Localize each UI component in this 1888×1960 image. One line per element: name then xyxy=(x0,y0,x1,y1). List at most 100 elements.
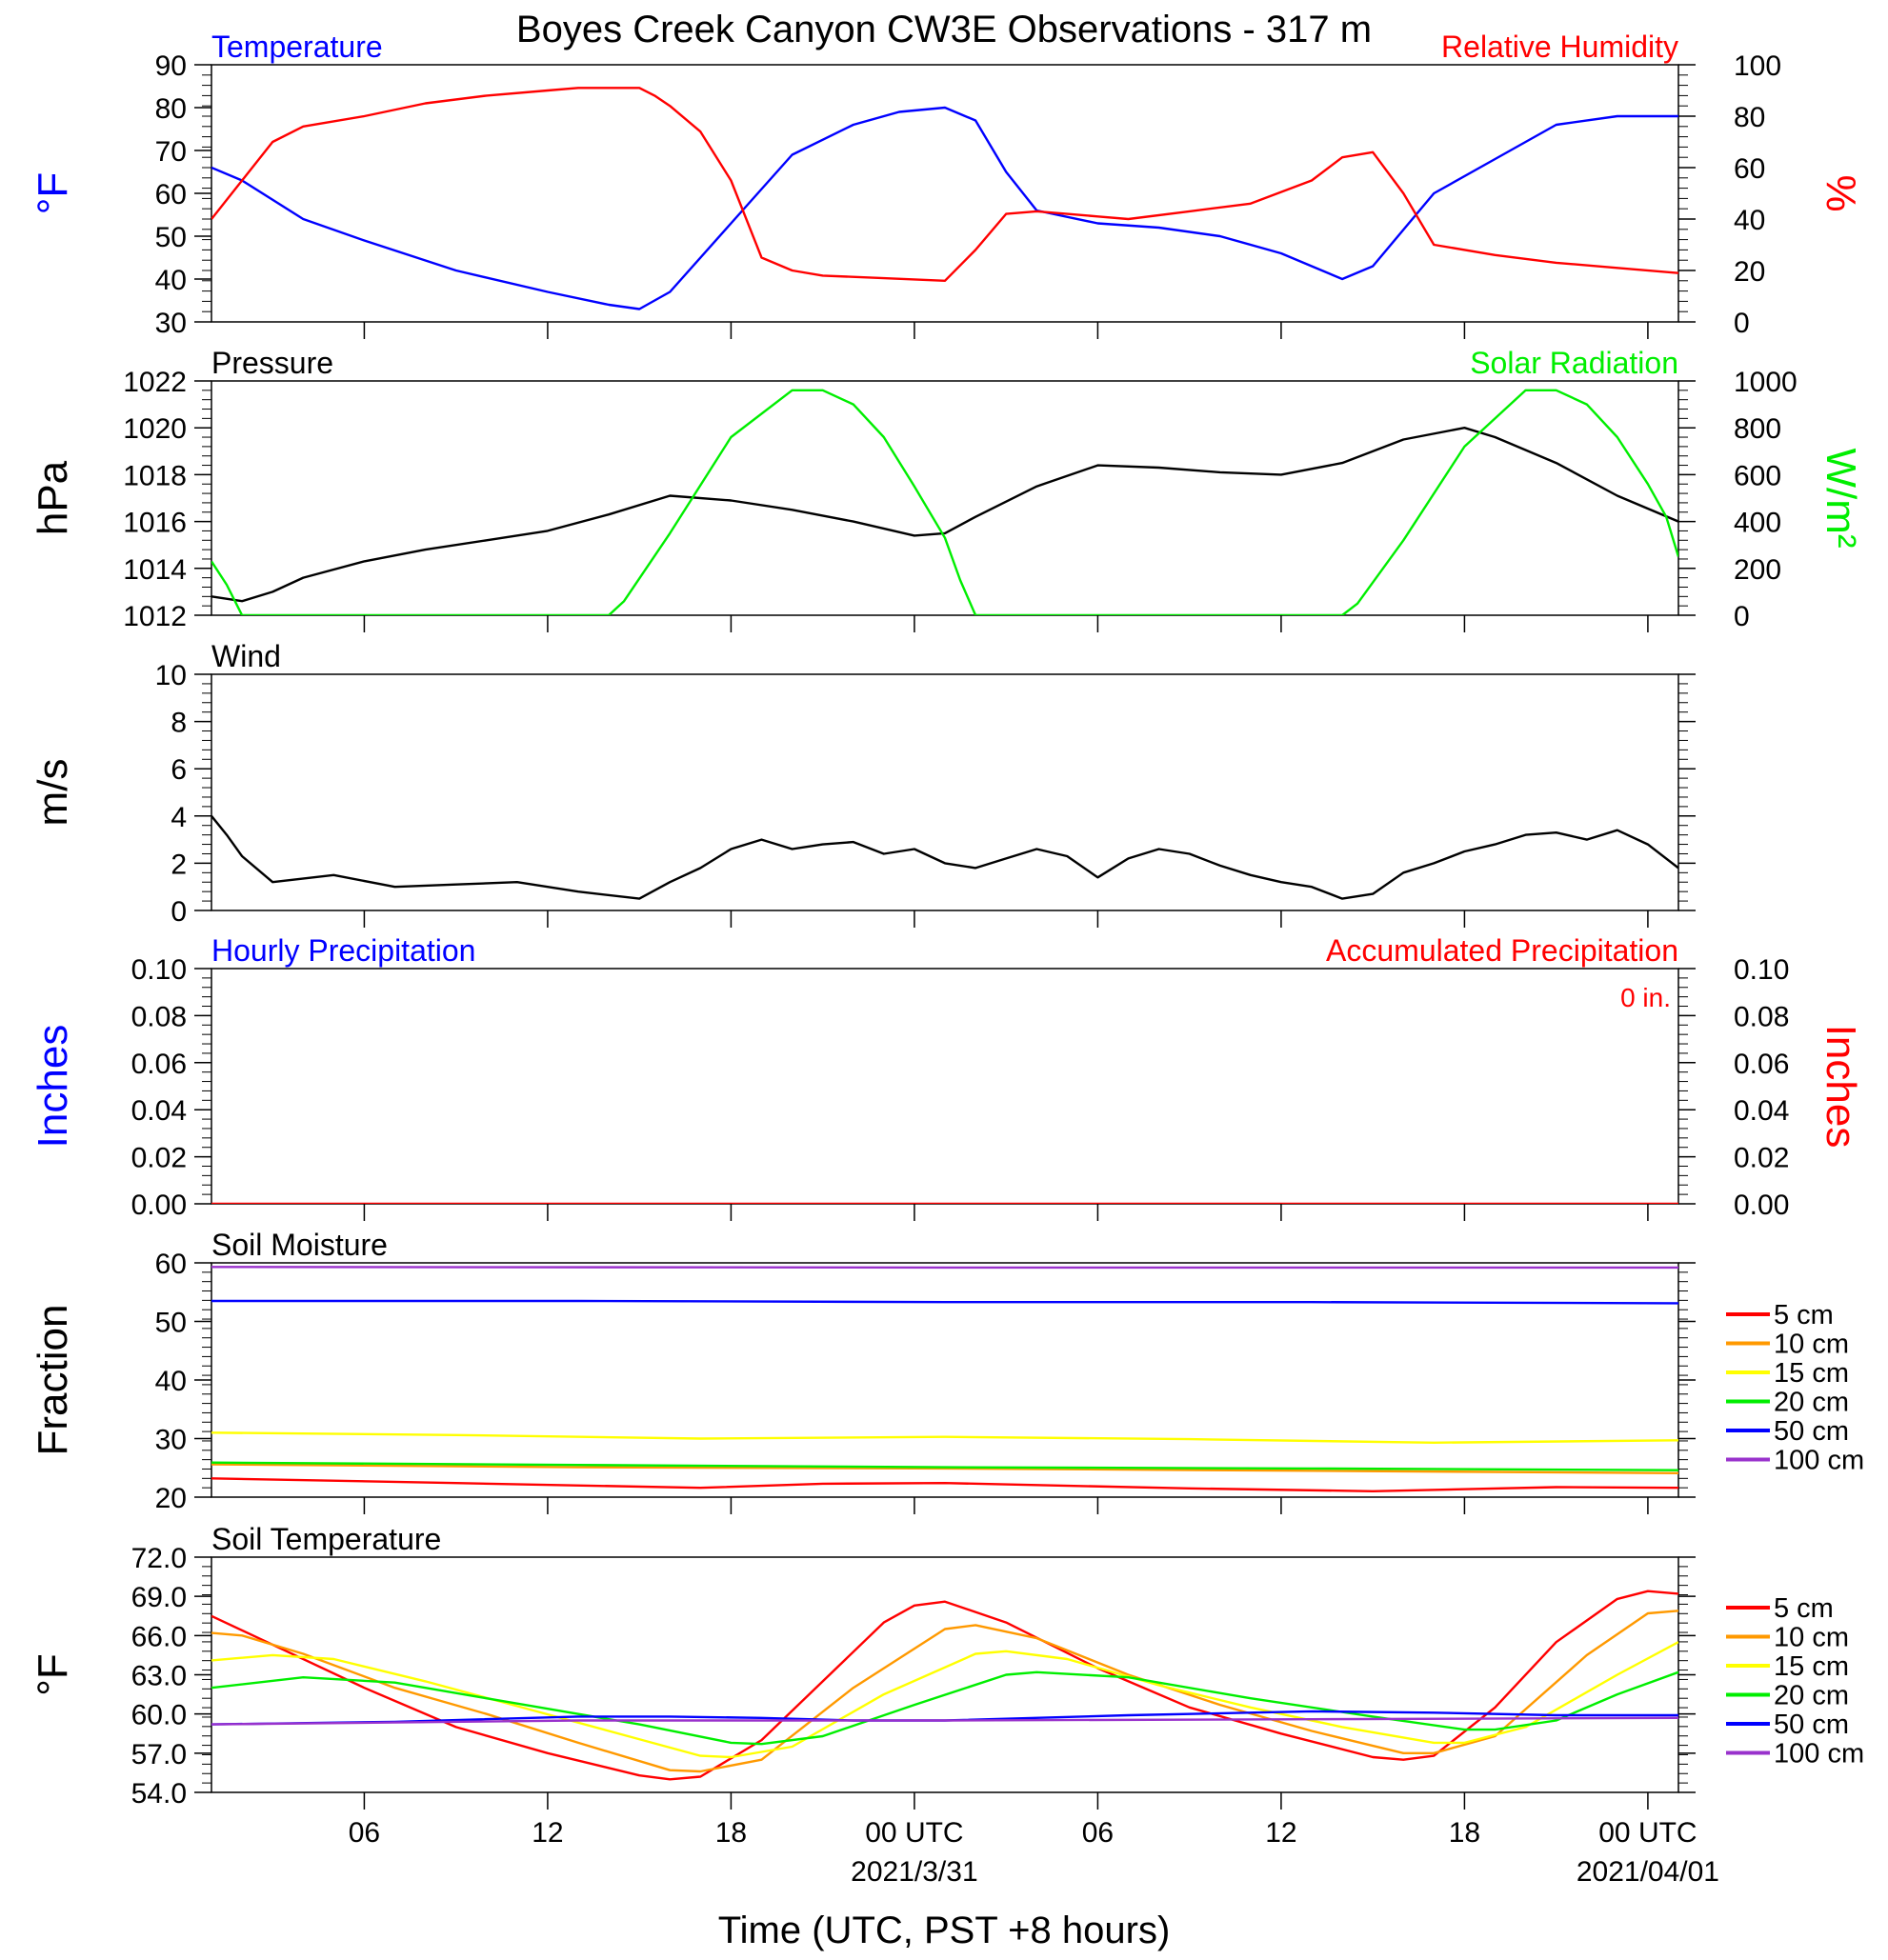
y-tick-label-right: 800 xyxy=(1734,413,1781,445)
y-tick-label-left: 63.0 xyxy=(131,1661,187,1692)
y-tick-label-left: 40 xyxy=(155,1366,187,1397)
x-tick-date-label: 2021/04/01 xyxy=(1577,1856,1719,1888)
legend-label: 15 cm xyxy=(1774,1651,1849,1682)
series-group xyxy=(211,87,1678,310)
legend-label: 15 cm xyxy=(1774,1358,1849,1389)
legend-label: 50 cm xyxy=(1774,1710,1849,1740)
y-tick-label-right: 0.06 xyxy=(1734,1049,1789,1080)
y-tick-label-left: 50 xyxy=(155,222,187,253)
legend-label: 5 cm xyxy=(1774,1593,1834,1624)
panel-title-left: Wind xyxy=(211,639,281,673)
y-tick-label-right: 600 xyxy=(1734,460,1781,491)
y-axis-title-right: W/m² xyxy=(1818,448,1864,548)
y-tick-label-left: 1018 xyxy=(123,460,187,491)
series-line-20cm xyxy=(211,1461,1678,1471)
y-tick-label-left: 0.04 xyxy=(131,1095,187,1127)
panel-frame xyxy=(211,1556,1679,1793)
y-tick-label-right: 80 xyxy=(1734,102,1765,133)
x-axis: 06 12 18 00 UTC 2021/3/31 06 12 18 00 UTC 2021/04… xyxy=(349,1817,1719,1888)
y-tick-label-left: 1012 xyxy=(123,601,187,632)
legend-label: 5 cm xyxy=(1774,1300,1834,1330)
series-group xyxy=(211,815,1678,900)
panel-frame xyxy=(211,673,1679,911)
x-tick-label: 06 xyxy=(349,1817,380,1849)
y-axis-title-right: % xyxy=(1818,174,1864,211)
y-tick-label-left: 0.10 xyxy=(131,954,187,986)
y-tick-label-left: 30 xyxy=(155,308,187,339)
y-tick-label-left: 0.00 xyxy=(131,1190,187,1221)
y-tick-label-right: 0.10 xyxy=(1734,954,1789,986)
legend-label: 100 cm xyxy=(1774,1739,1864,1770)
series-line-1 xyxy=(211,389,1678,615)
series-line-5cm xyxy=(211,1477,1678,1493)
series-line-5cm xyxy=(211,1590,1678,1781)
y-tick-label-left: 8 xyxy=(171,708,187,739)
y-tick-label-right: 400 xyxy=(1734,508,1781,539)
y-tick-label-right: 0 xyxy=(1734,601,1750,632)
y-tick-label-right: 0 xyxy=(1734,308,1750,339)
y-tick-label-left: 54.0 xyxy=(131,1778,187,1810)
series-line-15cm xyxy=(211,1641,1678,1759)
series-line-100cm xyxy=(211,1716,1678,1726)
panel-frame xyxy=(211,1262,1679,1498)
series-line-100cm xyxy=(211,1266,1678,1270)
y-tick-label-right: 20 xyxy=(1734,256,1765,288)
y-tick-label-right: 60 xyxy=(1734,153,1765,185)
y-tick-label-right: 1000 xyxy=(1734,367,1798,398)
y-tick-label-right: 40 xyxy=(1734,205,1765,236)
x-tick-label: 00 UTC xyxy=(865,1817,963,1849)
y-tick-label-left: 20 xyxy=(155,1483,187,1514)
x-tick-label: 12 xyxy=(1265,1817,1296,1849)
y-tick-label-left: 60 xyxy=(155,179,187,210)
legend-label: 20 cm xyxy=(1774,1388,1849,1418)
y-tick-label-left: 2 xyxy=(171,849,187,880)
panel-title-left: Soil Moisture xyxy=(211,1228,388,1262)
x-tick-label: 12 xyxy=(532,1817,563,1849)
y-tick-label-left: 60 xyxy=(155,1249,187,1280)
panel-title-right: Accumulated Precipitation xyxy=(1326,933,1678,968)
panel-title-left: Pressure xyxy=(211,346,333,380)
y-tick-label-right: 0.02 xyxy=(1734,1143,1789,1174)
y-tick-label-left: 60.0 xyxy=(131,1700,187,1731)
panel-title-left: Soil Temperature xyxy=(211,1522,441,1556)
y-tick-label-left: 30 xyxy=(155,1425,187,1456)
legend-label: 50 cm xyxy=(1774,1416,1849,1447)
y-tick-label-left: 40 xyxy=(155,265,187,296)
y-tick-label-left: 1016 xyxy=(123,508,187,539)
panel-frame xyxy=(211,380,1679,616)
series-group xyxy=(211,1266,1678,1493)
y-tick-label-left: 69.0 xyxy=(131,1582,187,1613)
panel-pressure-solar: 1012 1014 1016 1018 1020 1022 0 200 400 600 800 100… xyxy=(30,346,1864,632)
series-line-50cm xyxy=(211,1299,1678,1305)
y-tick-label-right: 0.00 xyxy=(1734,1190,1789,1221)
y-axis-title-left: °F xyxy=(30,1653,76,1695)
x-tick-label: 18 xyxy=(715,1817,747,1849)
y-tick-label-right: 0.04 xyxy=(1734,1095,1789,1127)
legend-label: 100 cm xyxy=(1774,1446,1864,1476)
legend-label: 10 cm xyxy=(1774,1623,1849,1653)
x-tick-label: 18 xyxy=(1449,1817,1480,1849)
y-tick-label-left: 90 xyxy=(155,50,187,82)
legend-label: 10 cm xyxy=(1774,1330,1849,1360)
panel-precipitation: 0.00 0.02 0.04 0.06 0.08 0.10 0.00 0.02 0.04 0.06… xyxy=(30,933,1864,1221)
y-tick-label-left: 10 xyxy=(155,660,187,691)
y-tick-label-left: 0.06 xyxy=(131,1049,187,1080)
series-group xyxy=(211,1590,1678,1781)
panel-wind: 0 2 4 6 8 10 Wind m/s xyxy=(30,639,1696,928)
series-line-15cm xyxy=(211,1431,1678,1445)
y-tick-label-left: 80 xyxy=(155,93,187,125)
y-tick-label-left: 6 xyxy=(171,754,187,786)
y-tick-label-left: 4 xyxy=(171,802,187,833)
x-tick-label: 06 xyxy=(1082,1817,1114,1849)
y-axis-title-left: Inches xyxy=(30,1025,76,1149)
y-tick-label-left: 70 xyxy=(155,136,187,168)
y-tick-label-left: 50 xyxy=(155,1308,187,1339)
panel-temperature-humidity: 30 40 50 60 70 80 90 0 20 40 60 80 100 Temperature Rel… xyxy=(30,30,1864,339)
y-tick-label-left: 1022 xyxy=(123,367,187,398)
y-tick-label-left: 0.02 xyxy=(131,1143,187,1174)
y-axis-title-left: Fraction xyxy=(30,1305,76,1456)
